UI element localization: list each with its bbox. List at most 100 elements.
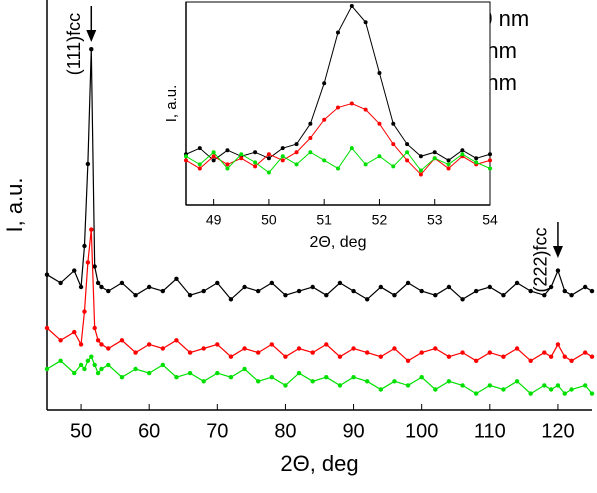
data-point [528,391,533,396]
data-point [391,121,396,126]
data-point [378,354,384,359]
data-point [160,288,166,294]
data-point [184,158,188,163]
data-point [85,358,91,363]
data-point [377,154,382,159]
data-point [296,288,302,294]
data-point [460,350,465,355]
data-point [58,338,63,343]
data-point [322,81,327,86]
data-point [562,288,567,294]
data-point [269,342,275,347]
data-point [589,354,595,359]
data-point [308,121,313,126]
data-point [487,383,493,388]
data-point [201,379,206,384]
data-point [569,358,574,363]
data-point [294,150,299,155]
data-point [548,354,554,359]
data-point [211,150,216,155]
data-point [488,152,492,157]
data-point [501,354,506,359]
x-tick-label: 50 [261,212,277,228]
data-point [211,158,216,163]
data-point [446,158,451,163]
data-point [310,350,315,355]
data-point [324,375,329,380]
data-point [92,325,97,331]
annotation-arrowhead [552,246,563,258]
x-tick-label: 52 [372,212,388,228]
data-point [201,288,206,294]
data-point [322,158,327,163]
data-point [119,338,125,343]
data-point [419,375,424,380]
data-point [82,243,87,249]
annotation-arrowhead [86,30,97,42]
data-point [501,293,506,298]
data-point [280,146,285,151]
data-point [378,387,384,392]
data-point [225,166,230,171]
data-point [174,276,179,281]
data-point [473,391,479,396]
data-point [253,160,258,165]
data-point [119,280,125,286]
data-point [296,370,302,376]
data-point [146,370,152,376]
data-point [418,172,423,177]
data-point [89,47,94,52]
data-point [377,71,382,76]
data-point [363,162,368,167]
data-point [446,354,452,359]
data-point [99,366,104,372]
data-point [92,264,97,269]
data-point [555,383,561,388]
data-point [528,358,533,363]
x-tick-label: 49 [206,212,222,228]
data-point [187,350,193,355]
data-point [336,166,340,171]
data-point [363,20,368,25]
data-point [228,354,234,359]
data-point [392,346,397,351]
y-axis-label: I, a.u. [2,177,27,232]
data-point [215,342,220,347]
data-point [72,329,77,335]
data-point [266,170,271,175]
data-point [58,280,63,286]
data-point [582,350,588,355]
data-point [473,358,479,363]
data-point [548,284,554,290]
x-axis-label: 2Θ, deg [310,234,367,251]
data-point [225,148,230,153]
data-point [269,375,275,380]
data-point [95,370,101,376]
data-point [351,288,356,294]
data-point [242,284,247,290]
data-point [225,162,230,167]
data-point [280,158,285,163]
data-point [391,164,396,169]
data-point [255,288,261,294]
data-point [405,383,411,388]
data-point [99,342,104,347]
data-point [433,346,438,351]
data-point [432,150,437,155]
x-tick-label: 51 [316,212,332,228]
data-point [488,166,492,171]
data-point [95,280,101,286]
data-point [253,164,258,169]
data-point [405,142,410,147]
x-tick-label: 80 [274,420,296,442]
data-point [433,387,438,392]
data-point [239,156,244,161]
data-point [253,150,258,155]
data-point [473,288,479,294]
data-point [174,375,179,380]
x-tick-label: 90 [342,420,364,442]
x-tick-label: 60 [138,420,160,442]
data-point [349,4,354,9]
data-point [514,379,520,384]
plot-area [184,4,492,177]
